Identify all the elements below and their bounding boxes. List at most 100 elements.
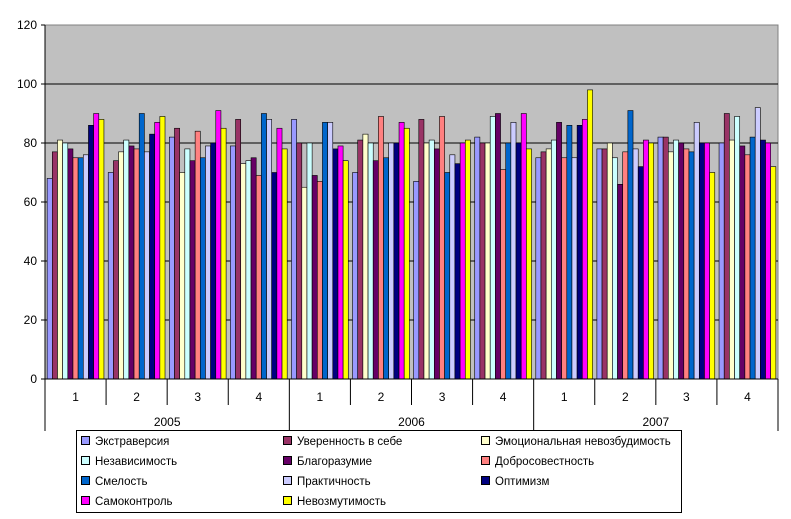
- bar: [718, 142, 725, 380]
- bar: [765, 142, 771, 380]
- legend-label: Смелость: [95, 476, 148, 488]
- bar: [704, 142, 710, 380]
- quarter-label: 1: [317, 390, 324, 404]
- bar: [67, 148, 74, 380]
- bar: [266, 119, 273, 380]
- quarter-label: 3: [194, 390, 201, 404]
- bar: [113, 160, 119, 380]
- bar: [393, 142, 400, 380]
- bar: [683, 148, 690, 380]
- bar: [627, 110, 634, 380]
- legend-swatch: [283, 476, 292, 486]
- bar: [88, 125, 94, 380]
- quarter-label: 3: [439, 390, 446, 404]
- quarter-label: 4: [500, 390, 507, 404]
- quarter-label: 2: [133, 390, 140, 404]
- bar: [413, 181, 420, 380]
- bar: [709, 172, 716, 380]
- bar: [418, 119, 425, 380]
- bar: [128, 145, 135, 380]
- bar: [566, 125, 573, 380]
- bar: [698, 142, 705, 380]
- bar: [388, 142, 395, 380]
- legend-item: Благоразумие: [283, 455, 372, 469]
- legend-label: Уверенность в себе: [297, 436, 403, 448]
- bar: [230, 145, 236, 380]
- bar: [210, 142, 217, 380]
- bar: [62, 142, 69, 380]
- axes: 0 20 40 60 80 100 120 1 2 3 4 1 2 3 4 1 2 3 4 2005 2006 2007: [17, 18, 779, 431]
- bar: [255, 175, 262, 380]
- bar: [276, 127, 283, 380]
- y-tick-label: 0: [30, 372, 37, 386]
- legend-item: Практичность: [283, 475, 371, 489]
- bar: [601, 148, 608, 380]
- legend-swatch: [283, 496, 292, 506]
- legend-item: Оптимизм: [481, 475, 549, 489]
- bar: [561, 157, 568, 380]
- quarter-label: 4: [744, 390, 751, 404]
- bar: [311, 175, 318, 380]
- bar: [301, 186, 308, 380]
- bar: [688, 151, 695, 380]
- bar: [245, 160, 252, 380]
- bar: [337, 145, 344, 380]
- bar: [174, 127, 180, 380]
- bar: [739, 145, 746, 380]
- legend-swatch: [81, 476, 90, 486]
- bar: [520, 113, 527, 380]
- bar: [489, 116, 496, 380]
- quarter-label: 1: [72, 390, 79, 404]
- bar: [571, 157, 578, 380]
- bar: [495, 113, 501, 380]
- bar: [744, 154, 751, 380]
- bar: [107, 172, 114, 380]
- quarter-label: 2: [622, 390, 629, 404]
- bar: [617, 184, 624, 380]
- bar: [667, 151, 674, 380]
- bar: [459, 142, 466, 380]
- legend-label: Эмоциональная невозбудимость: [495, 436, 671, 448]
- bar: [169, 136, 175, 380]
- legend-item: Смелость: [81, 475, 147, 489]
- bar: [235, 119, 242, 380]
- gridlines: [45, 83, 778, 321]
- bar: [144, 151, 150, 380]
- bar: [332, 148, 339, 380]
- legend-label: Невозмутимость: [297, 496, 387, 508]
- bar: [454, 163, 461, 380]
- bar: [678, 142, 685, 380]
- bar: [662, 136, 669, 380]
- bar: [734, 116, 741, 380]
- bar: [383, 157, 390, 380]
- legend-swatch: [81, 496, 90, 506]
- bar: [93, 113, 100, 380]
- legend-item: Независимость: [81, 455, 177, 469]
- bar: [433, 148, 440, 380]
- bar: [535, 157, 542, 380]
- legend-label: Независимость: [95, 456, 178, 468]
- bar: [444, 172, 451, 380]
- y-tick-label: 60: [24, 195, 38, 209]
- bar: [515, 142, 522, 380]
- bar: [51, 151, 58, 380]
- bar: [500, 169, 507, 380]
- bar: [550, 139, 557, 380]
- bar: [306, 142, 313, 380]
- bar: [189, 160, 196, 380]
- bar: [581, 119, 588, 380]
- bar: [184, 148, 191, 380]
- y-tick-label: 80: [24, 136, 38, 150]
- legend-label: Добросовестность: [495, 456, 595, 468]
- bar: [754, 107, 761, 380]
- legend: Экстраверсия Уверенность в себе Эмоциональ…: [76, 430, 682, 513]
- bar: [261, 113, 267, 380]
- bar: [72, 157, 79, 380]
- bar: [179, 172, 186, 380]
- legend-label: Самоконтроль: [95, 496, 173, 508]
- legend-item: Самоконтроль: [81, 495, 173, 509]
- bar: [118, 151, 125, 380]
- bar: [643, 139, 649, 380]
- legend-item: Невозмутимость: [283, 495, 386, 509]
- y-tick-label: 40: [24, 254, 38, 268]
